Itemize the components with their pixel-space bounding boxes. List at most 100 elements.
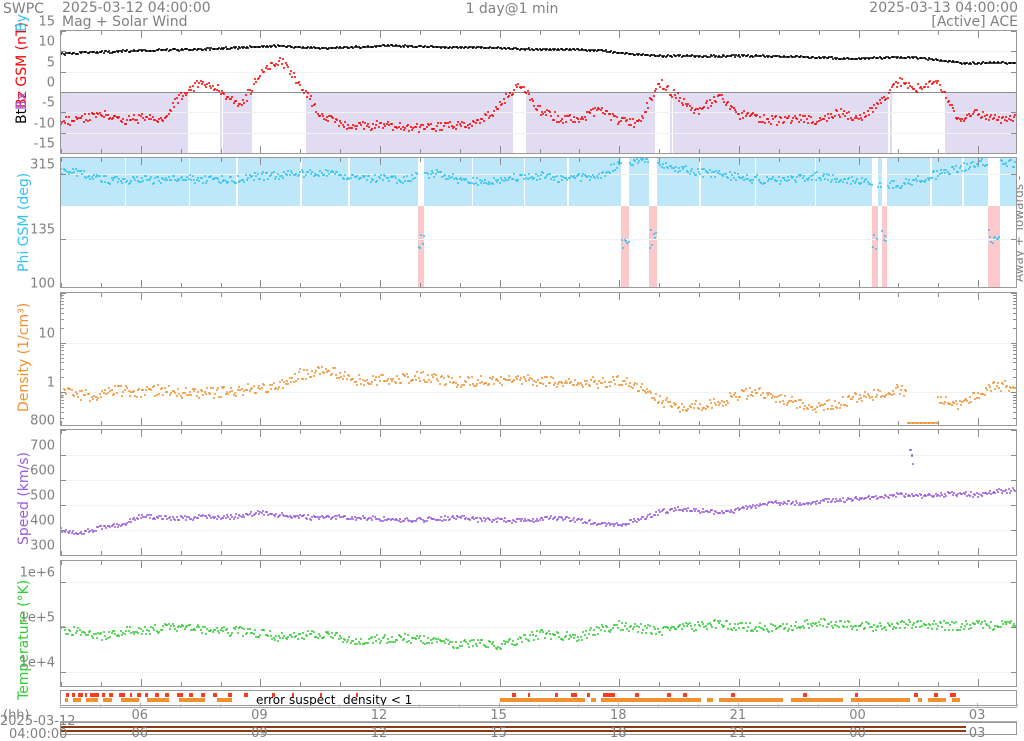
- data-point: [429, 123, 432, 126]
- data-point: [343, 374, 346, 377]
- data-point: [954, 399, 957, 402]
- data-point: [78, 116, 81, 119]
- time-tick-label: 21: [729, 726, 747, 741]
- time-span-label: 1 day@1 min: [465, 1, 559, 17]
- data-point: [983, 393, 986, 396]
- data-point: [521, 86, 524, 89]
- data-point: [534, 107, 537, 110]
- data-point: [849, 57, 852, 60]
- data-coverage-bar: [60, 722, 1017, 735]
- sector-gap: [300, 158, 302, 207]
- data-point: [212, 47, 215, 50]
- data-point: [331, 46, 334, 49]
- data-point: [331, 116, 334, 119]
- data-point: [87, 175, 90, 178]
- data-point: [175, 179, 178, 182]
- data-point: [1011, 119, 1014, 122]
- data-point: [329, 46, 332, 49]
- data-point: [990, 114, 993, 117]
- data-point: [712, 54, 715, 57]
- data-point: [61, 123, 62, 126]
- data-point: [982, 61, 985, 64]
- y-tick: [1011, 92, 1016, 93]
- data-point: [141, 113, 144, 116]
- x-tick: [140, 430, 142, 437]
- data-point: [277, 177, 280, 180]
- data-point: [222, 47, 225, 50]
- data-point: [503, 516, 506, 519]
- data-point: [137, 121, 140, 124]
- data-point: [63, 531, 66, 534]
- data-point: [157, 517, 160, 520]
- data-point: [168, 628, 171, 631]
- x-tick: [938, 158, 940, 162]
- data-point: [830, 405, 833, 408]
- data-point: [61, 172, 64, 175]
- data-point: [743, 110, 746, 113]
- data-point: [921, 497, 924, 500]
- data-point: [251, 45, 254, 48]
- data-point: [377, 375, 380, 378]
- data-point: [897, 82, 900, 85]
- x-tick: [260, 158, 262, 165]
- quality-error-segment: [136, 693, 141, 697]
- data-point: [121, 181, 124, 184]
- data-point: [690, 169, 693, 172]
- data-point: [648, 247, 651, 250]
- data-point: [400, 382, 403, 385]
- data-point: [810, 178, 813, 181]
- data-point: [388, 382, 391, 385]
- x-tick: [539, 430, 541, 434]
- data-point: [198, 47, 201, 50]
- data-point: [654, 236, 657, 239]
- data-point: [121, 633, 124, 636]
- data-point: [748, 55, 751, 58]
- data-point: [79, 116, 82, 119]
- data-point: [410, 129, 413, 132]
- y-tick: [61, 344, 64, 346]
- data-point: [889, 89, 892, 92]
- data-point: [186, 176, 189, 179]
- data-point: [450, 377, 453, 380]
- data-point: [826, 113, 829, 116]
- data-point: [841, 58, 844, 61]
- data-point: [814, 621, 817, 624]
- data-point: [71, 529, 74, 532]
- data-point: [405, 124, 408, 127]
- data-point: [289, 381, 292, 384]
- y-tick: [1013, 304, 1016, 306]
- data-point: [129, 518, 132, 521]
- data-point: [624, 524, 627, 527]
- data-point: [994, 387, 997, 390]
- data-point: [430, 641, 433, 644]
- data-point: [398, 44, 401, 47]
- data-point: [394, 44, 397, 47]
- sector-gap: [930, 158, 932, 207]
- data-point: [135, 119, 138, 122]
- data-point: [535, 108, 538, 111]
- data-point: [797, 121, 800, 124]
- data-point: [1005, 622, 1008, 625]
- data-point: [484, 113, 486, 116]
- data-point: [99, 396, 102, 399]
- x-tick: [100, 283, 102, 287]
- data-point: [376, 120, 379, 122]
- data-point: [200, 48, 203, 51]
- data-point: [632, 53, 635, 56]
- data-point: [273, 65, 276, 68]
- data-point: [1014, 160, 1016, 163]
- data-point: [98, 111, 101, 114]
- data-point: [501, 102, 504, 105]
- data-point: [921, 87, 924, 90]
- data-point: [892, 56, 895, 59]
- data-point: [117, 117, 120, 120]
- sector-gap: [814, 158, 817, 207]
- data-point: [553, 118, 556, 121]
- data-point: [608, 113, 611, 116]
- x-tick: [858, 31, 860, 38]
- x-tick: [938, 149, 940, 153]
- data-point: [460, 386, 463, 389]
- data-point: [898, 77, 901, 80]
- y-tick: [61, 397, 64, 399]
- data-point: [214, 87, 217, 90]
